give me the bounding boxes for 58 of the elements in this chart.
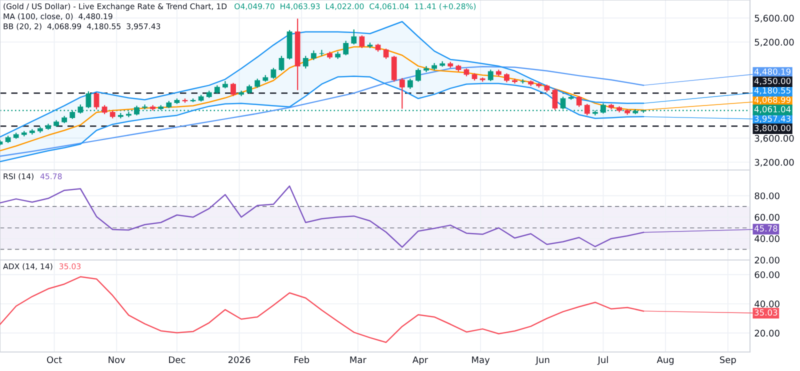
- candlestick: [142, 104, 148, 110]
- candlestick: [230, 82, 236, 97]
- y-tick-label: 3,200.00: [754, 158, 794, 167]
- candlestick: [302, 55, 308, 70]
- candlestick: [94, 92, 100, 110]
- y-tick-label: 40.00: [754, 235, 780, 242]
- y-tick-label: 3,600.00: [754, 134, 794, 143]
- y-tick-label: 60.00: [754, 214, 780, 221]
- y-tick-label: 5,600.00: [754, 14, 794, 22]
- y-tick-label: 20.00: [754, 256, 780, 264]
- ref-line-label: 4,061.04: [754, 106, 791, 114]
- candlestick: [343, 40, 349, 56]
- ref-line-label: 3,800.00: [754, 124, 791, 132]
- candlestick: [310, 50, 316, 61]
- data-label: 4,480.19: [754, 68, 791, 76]
- candlestick: [359, 34, 365, 49]
- x-tick-label: Dec: [169, 356, 186, 364]
- candlestick: [584, 103, 590, 116]
- x-tick-label: Jul: [597, 356, 608, 365]
- candlestick: [102, 104, 108, 115]
- x-tick-label: Sep: [720, 356, 736, 365]
- candlestick: [504, 72, 510, 83]
- candlestick: [399, 78, 405, 110]
- candlestick: [254, 78, 260, 88]
- candlestick: [391, 55, 397, 82]
- candlestick: [520, 78, 526, 84]
- candlestick: [407, 78, 413, 90]
- x-tick-label: Feb: [294, 356, 310, 364]
- data-label: 45.78: [754, 225, 778, 232]
- y-tick-label: 5,200.00: [754, 38, 794, 47]
- candlestick: [86, 90, 92, 109]
- y-tick-label: 60.00: [754, 271, 780, 278]
- candlestick: [246, 84, 252, 94]
- data-label: 3,957.43: [754, 115, 790, 123]
- candlestick: [351, 28, 357, 46]
- x-tick-label: 2026: [228, 356, 250, 364]
- data-label: 4,068.99: [754, 96, 791, 104]
- candlestick: [383, 48, 389, 60]
- y-tick-label: 80.00: [754, 192, 780, 200]
- candlestick: [552, 88, 558, 110]
- candlestick: [416, 68, 421, 82]
- x-tick-label: Oct: [46, 356, 62, 364]
- x-tick-label: Mar: [350, 356, 366, 364]
- y-tick-label: 40.00: [754, 300, 780, 308]
- x-tick-label: Nov: [108, 356, 126, 364]
- y-tick-label: 20.00: [754, 330, 780, 337]
- data-label: 35.03: [754, 309, 778, 316]
- candlestick: [488, 69, 494, 82]
- x-tick-label: Apr: [412, 356, 428, 365]
- candlestick: [270, 67, 276, 80]
- candlestick: [319, 49, 324, 56]
- candlestick: [576, 96, 582, 108]
- candlestick: [278, 55, 284, 72]
- ref-line-label: 4,350.00: [754, 78, 791, 86]
- data-label: 4,180.55: [754, 87, 790, 94]
- x-tick-label: May: [472, 356, 490, 365]
- x-tick-label: Jun: [535, 356, 550, 365]
- x-tick-label: Aug: [656, 356, 674, 365]
